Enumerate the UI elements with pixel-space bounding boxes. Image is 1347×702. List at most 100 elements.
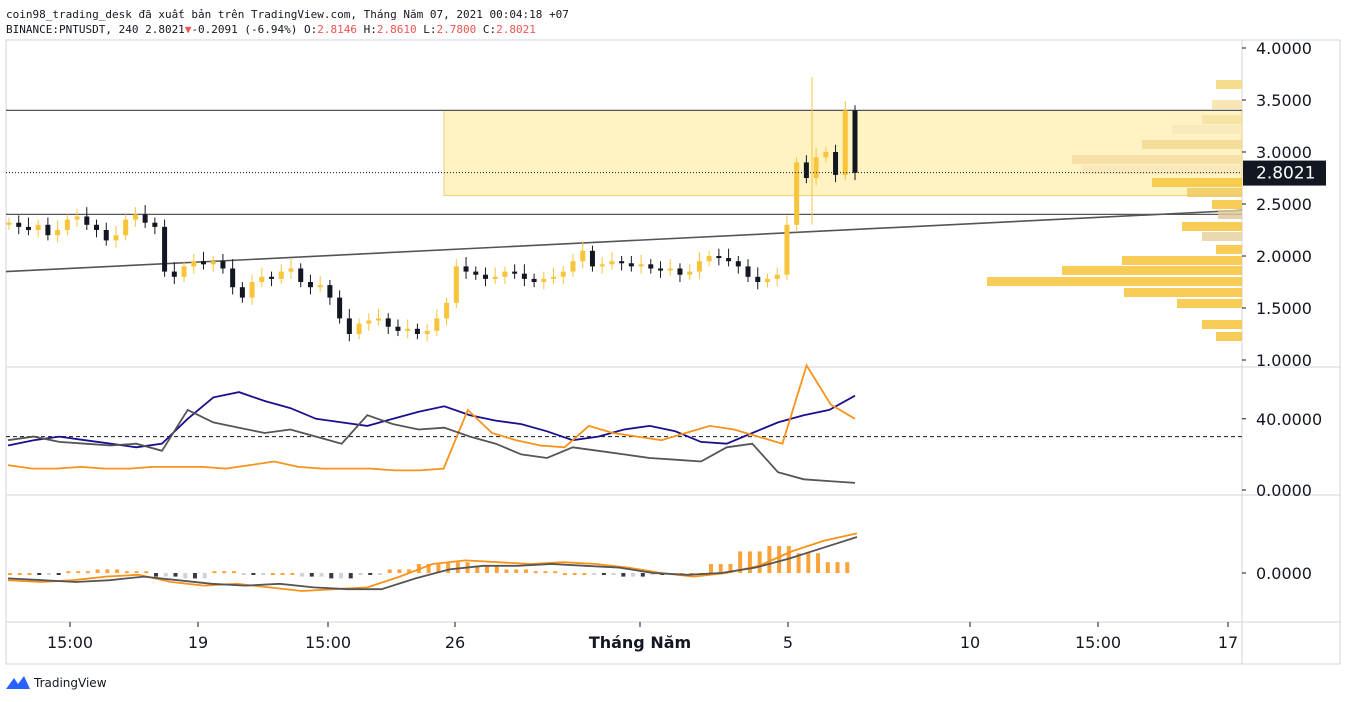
down-arrow-icon: ▼ — [184, 23, 192, 36]
macd-histogram-bar — [796, 553, 801, 573]
candle-body — [774, 274, 780, 279]
volume-profile-bar — [1202, 232, 1242, 241]
macd-histogram-bar — [251, 573, 256, 575]
publisher-line: coin98_trading_desk đã xuất bản trên Tra… — [6, 8, 569, 21]
high-value: 2.8610 — [376, 23, 417, 36]
low-value: 2.7800 — [436, 23, 477, 36]
macd-histogram-bar — [85, 571, 90, 574]
macd-histogram-bar — [650, 573, 655, 575]
macd-histogram-bar — [66, 571, 71, 574]
candle-body — [162, 226, 168, 272]
candle-body — [220, 261, 226, 269]
candle-body — [405, 328, 411, 331]
volume-profile-bar — [1142, 140, 1242, 149]
candle-body — [171, 271, 177, 277]
macd-histogram-bar — [806, 553, 811, 573]
candle-body — [521, 273, 527, 279]
candle-body — [667, 268, 673, 271]
macd-histogram-bar — [640, 573, 645, 577]
candle-body — [376, 318, 382, 321]
candle-body — [619, 261, 625, 264]
candle-body — [239, 287, 245, 298]
symbol-line: BINANCE:PNTUSDT, 240 2.8021▼-0.2091 (-6.… — [6, 23, 536, 36]
macd-histogram-bar — [27, 573, 32, 575]
macd-histogram-bar — [455, 562, 460, 573]
volume-profile-bar — [1216, 332, 1242, 341]
open-value: 2.8146 — [317, 23, 358, 36]
macd-histogram-bar — [514, 569, 519, 573]
macd-histogram-bar — [816, 553, 821, 573]
macd-histogram-bar — [767, 546, 772, 573]
price-change: -0.2091 (-6.94%) — [191, 23, 298, 36]
macd-histogram-bar — [426, 564, 431, 573]
price-tick-label: 2.5000 — [1256, 195, 1312, 214]
candle-body — [55, 230, 61, 236]
candle-body — [735, 261, 741, 267]
macd-histogram-bar — [533, 571, 538, 574]
candle-body — [482, 274, 488, 279]
candle-body — [317, 285, 323, 288]
macd-histogram-bar — [407, 569, 412, 573]
macd-histogram-bar — [17, 573, 22, 575]
macd-histogram-bar — [212, 571, 217, 574]
time-tick-label: Tháng Năm — [589, 633, 691, 652]
macd-histogram-bar — [621, 573, 626, 577]
price-tick-label: 3.0000 — [1256, 143, 1312, 162]
macd-histogram-bar — [377, 573, 382, 575]
macd-histogram-bar — [290, 573, 295, 575]
macd-histogram-bar — [572, 573, 577, 575]
candle-body — [764, 278, 770, 282]
candle-body — [113, 235, 119, 241]
time-tick-label: 15:00 — [305, 633, 351, 652]
candle-body — [658, 268, 664, 271]
time-tick-label: 10 — [960, 633, 980, 652]
candle-body — [152, 222, 158, 227]
time-tick-label: 15:00 — [1075, 633, 1121, 652]
last-price-badge — [1243, 160, 1326, 186]
macd-histogram-bar — [309, 573, 314, 577]
macd-histogram-bar — [368, 573, 373, 575]
macd-histogram-bar — [446, 562, 451, 573]
volume-profile-bar — [1216, 245, 1242, 254]
macd-histogram-bar — [708, 564, 713, 573]
macd-histogram-bar — [261, 573, 266, 575]
candle-body — [696, 261, 702, 272]
macd-histogram-bar — [592, 573, 597, 575]
candle-body — [103, 230, 109, 241]
volume-profile-bar — [1212, 100, 1242, 109]
candle-body — [123, 219, 129, 236]
macd-histogram-bar — [339, 573, 344, 579]
candle-body — [94, 224, 100, 230]
macd-histogram-bar — [845, 562, 850, 573]
macd-histogram-bar — [397, 569, 402, 573]
macd-histogram-bar — [601, 573, 606, 575]
volume-profile-bar — [1202, 115, 1242, 124]
candle-body — [745, 266, 751, 277]
macd-histogram-bar — [95, 569, 100, 573]
macd-line-signal_gray — [7, 536, 858, 591]
tradingview-brand[interactable]: TradingView — [6, 676, 107, 690]
macd-histogram-bar — [270, 573, 275, 575]
candle-body — [210, 261, 216, 265]
macd-histogram-bar — [329, 573, 334, 579]
candle-body — [609, 261, 615, 265]
macd-histogram-bar — [523, 569, 528, 573]
candle-body — [200, 261, 206, 265]
candle-body — [852, 110, 858, 173]
brand-name: TradingView — [34, 676, 107, 690]
candle-body — [560, 271, 566, 277]
price-tick-label: 1.5000 — [1256, 299, 1312, 318]
volume-profile-bar — [987, 277, 1242, 286]
macd-histogram-bar — [562, 573, 567, 575]
candle-body — [288, 268, 294, 272]
candle-body — [463, 266, 469, 272]
volume-profile-bar — [1122, 256, 1242, 265]
macd-histogram-bar — [358, 573, 363, 575]
macd-histogram-bar — [231, 571, 236, 574]
candle-body — [337, 297, 343, 319]
candle-body — [45, 224, 51, 236]
volume-profile-bar — [1202, 320, 1242, 329]
macd-histogram-bar — [144, 571, 149, 574]
volume-profile-bar — [1212, 200, 1242, 209]
